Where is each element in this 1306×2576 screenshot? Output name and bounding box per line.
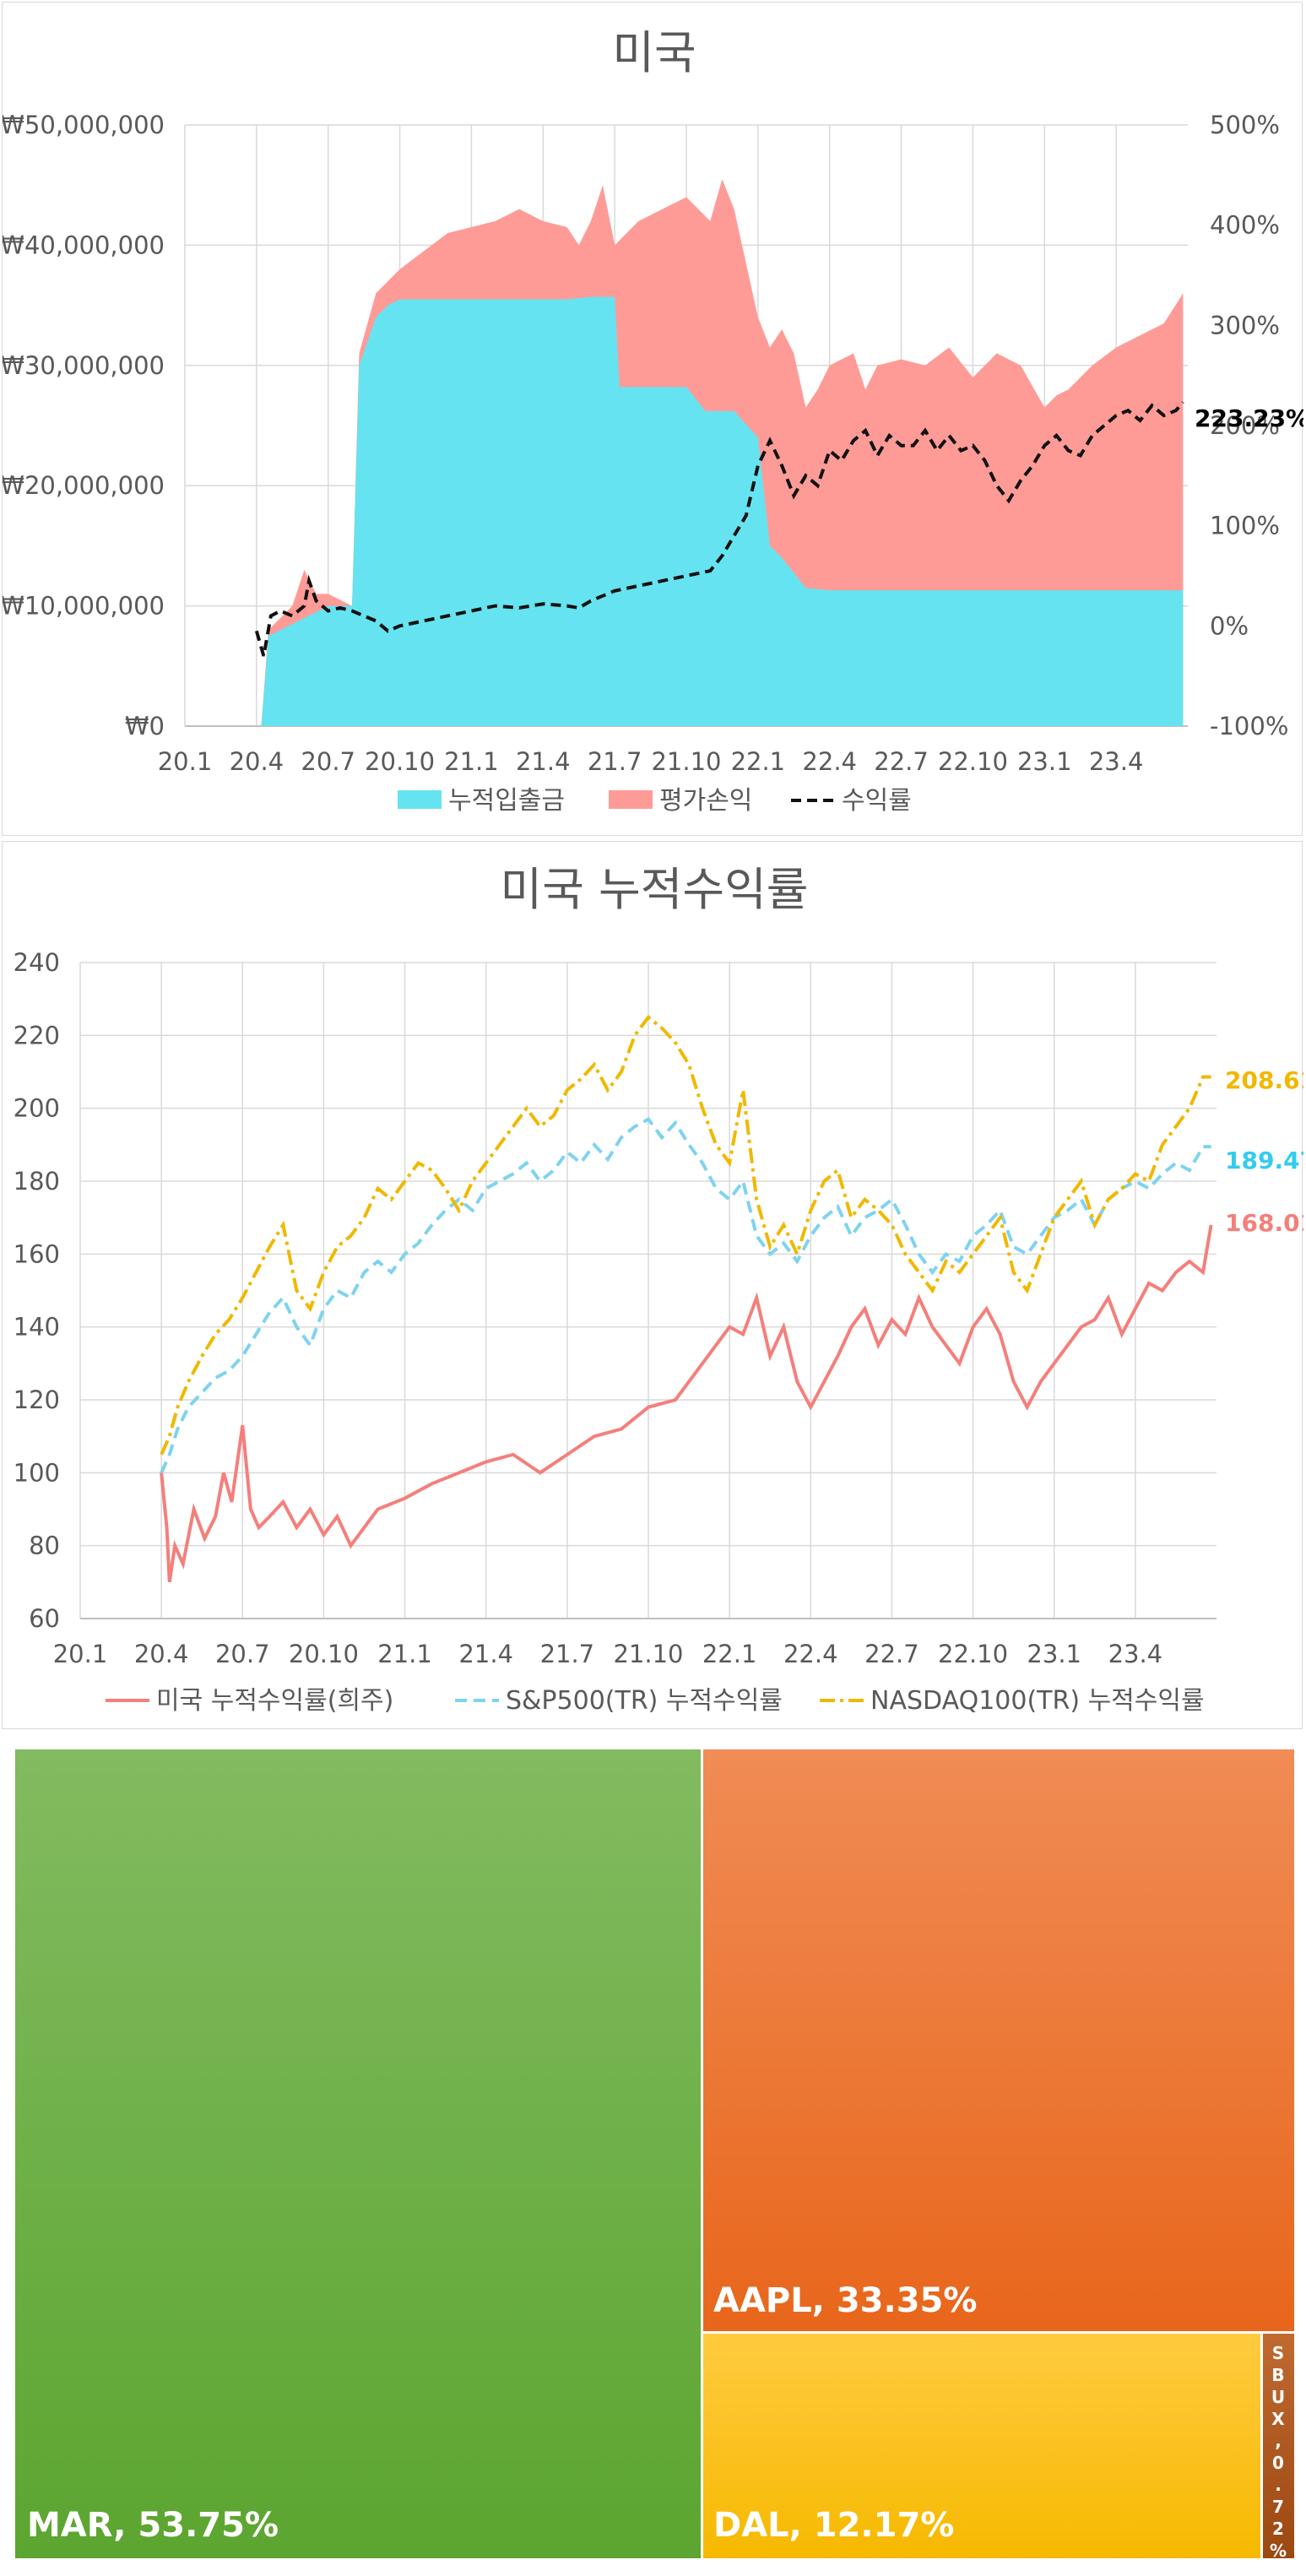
y-left-tick-label: ₩10,000,000 <box>3 592 165 621</box>
x-tick-label: 20.1 <box>158 747 213 776</box>
us-cumulative-return-chart-panel: 미국 누적수익률 60 80 100 120 140 160 180 200 220 240 20… <box>2 841 1303 1729</box>
y-right-tick-label: 100% <box>1210 512 1280 540</box>
us-cumulative-return-chart: 미국 누적수익률 60 80 100 120 140 160 180 200 220 240 20… <box>14 863 1303 1716</box>
y-tick-label: 60 <box>29 1604 60 1633</box>
y-tick-label: 220 <box>14 1021 60 1049</box>
legend: 누적입출금 평가손익 수익률 <box>398 786 912 816</box>
y-left-tick-label: ₩20,000,000 <box>3 471 165 500</box>
x-tick-label: 21.7 <box>588 747 642 776</box>
legend-label-nasdaq: NASDAQ100(TR) 누적수익률 <box>870 1686 1205 1716</box>
x-tick-label: 22.4 <box>783 1640 838 1668</box>
y-tick-label: 80 <box>29 1532 60 1560</box>
x-tick-label: 22.10 <box>938 1640 1008 1668</box>
legend-swatch-deposit <box>398 790 442 809</box>
sp500-end-label: 189.47 <box>1225 1147 1303 1174</box>
legend-label-gain: 평가손익 <box>659 786 752 816</box>
x-tick-label: 21.10 <box>651 747 721 776</box>
x-tick-label: 22.7 <box>864 1640 919 1668</box>
x-tick-label: 20.7 <box>215 1640 270 1668</box>
series-sp500-line <box>160 1117 1211 1474</box>
series-deposit-area <box>261 296 1184 726</box>
y-right-tick-label: -100% <box>1210 712 1288 740</box>
legend-swatch-gain <box>609 790 653 809</box>
series-return-rate-line <box>254 401 1184 657</box>
x-tick-label: 22.7 <box>874 747 929 776</box>
y-left-tick-label: ₩30,000,000 <box>3 351 165 380</box>
y-tick-label: 140 <box>14 1313 60 1342</box>
x-tick-label: 20.10 <box>365 747 435 776</box>
treemap-tile-dal: DAL, 12.17% <box>703 2334 1260 2558</box>
y-right-tick-label: 400% <box>1210 211 1280 240</box>
treemap-tile-aapl: AAPL, 33.35% <box>703 1749 1294 2331</box>
treemap-label-mar: MAR, 53.75% <box>27 2506 279 2545</box>
y-right-tick-label: 300% <box>1210 311 1280 339</box>
x-tick-label: 23.1 <box>1027 1640 1081 1668</box>
legend-label-mine: 미국 누적수익률(희주) <box>156 1686 393 1716</box>
y-tick-label: 180 <box>14 1167 60 1196</box>
y-left-tick-label: ₩50,000,000 <box>3 111 165 139</box>
x-tick-label: 23.4 <box>1089 747 1144 776</box>
treemap-tile-mar: MAR, 53.75% <box>15 1749 701 2558</box>
chart-title: 미국 누적수익률 <box>501 863 809 916</box>
nasdaq-end-label: 208.61 <box>1225 1066 1303 1094</box>
y-left-tick-label: ₩0 <box>125 712 165 740</box>
x-tick-label: 21.7 <box>540 1640 595 1668</box>
x-tick-label: 20.10 <box>289 1640 359 1668</box>
y-tick-label: 120 <box>14 1386 60 1414</box>
y-left-tick-label: ₩40,000,000 <box>3 230 165 259</box>
legend-label-deposit: 누적입출금 <box>448 786 565 816</box>
series-mine-line <box>160 1224 1213 1583</box>
x-tick-label: 21.10 <box>613 1640 683 1668</box>
x-tick-label: 20.4 <box>230 747 285 776</box>
mine-end-label: 168.01 <box>1225 1209 1303 1237</box>
x-tick-label: 20.1 <box>53 1640 108 1668</box>
x-tick-label: 23.4 <box>1108 1640 1163 1668</box>
series-nasdaq-line <box>160 1014 1211 1456</box>
treemap-label-dal: DAL, 12.17% <box>713 2506 954 2545</box>
x-tick-label: 21.4 <box>458 1640 513 1668</box>
y-tick-label: 100 <box>14 1458 60 1487</box>
x-tick-label: 21.1 <box>377 1640 432 1668</box>
x-tick-label: 22.10 <box>938 747 1008 776</box>
x-tick-label: 20.7 <box>301 747 355 776</box>
y-right-tick-label: 200% <box>1210 411 1280 440</box>
x-tick-label: 20.4 <box>134 1640 189 1668</box>
return-rate-end-label: 223.23% <box>1195 404 1303 432</box>
x-tick-label: 21.4 <box>516 747 571 776</box>
us-portfolio-chart-panel: 미국 ₩0 ₩10,000,000 ₩20,000,000 ₩30,000,000 ₩4… <box>2 2 1303 836</box>
legend-label-sp500: S&P500(TR) 누적수익률 <box>506 1686 783 1716</box>
legend-label-rate: 수익률 <box>842 786 912 816</box>
chart-title: 미국 <box>612 26 696 79</box>
x-tick-label: 21.1 <box>444 747 499 776</box>
treemap-label-aapl: AAPL, 33.35% <box>713 2281 977 2320</box>
y-tick-label: 160 <box>14 1239 60 1268</box>
y-tick-label: 240 <box>14 948 60 977</box>
treemap-label-sbux: S B U X, 0. 7 2% <box>1270 2343 1287 2561</box>
treemap-tile-sbux: S B U X, 0. 7 2% <box>1263 2334 1294 2561</box>
legend: 미국 누적수익률(희주) S&P500(TR) 누적수익률 NASDAQ100(TR… <box>106 1686 1205 1716</box>
us-portfolio-chart: 미국 ₩0 ₩10,000,000 ₩20,000,000 ₩30,000,000 ₩4… <box>3 26 1303 816</box>
x-tick-label: 22.1 <box>702 1640 757 1668</box>
y-right-tick-label: 0% <box>1210 611 1249 640</box>
y-tick-label: 200 <box>14 1094 60 1123</box>
x-tick-label: 22.4 <box>802 747 857 776</box>
y-right-tick-label: 500% <box>1210 111 1280 139</box>
x-tick-label: 23.1 <box>1017 747 1072 776</box>
x-tick-label: 22.1 <box>731 747 786 776</box>
